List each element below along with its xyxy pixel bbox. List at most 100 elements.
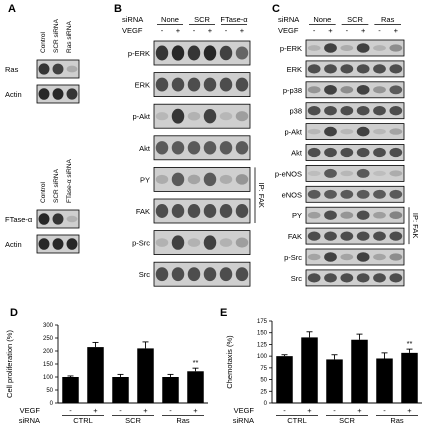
panel_b-group-label: SCR [194, 15, 210, 24]
panel_c-blot-row [305, 185, 405, 203]
panel_b-blot-row [153, 72, 251, 97]
panel-a-top-blot-row-band [66, 65, 78, 73]
y-tick-label: 100 [43, 375, 54, 381]
panel_c-blot-row-band [307, 170, 321, 176]
group-label: SCR [125, 416, 141, 425]
panel_c-blot-row-band [356, 273, 370, 283]
panel-a-blots: Control SCR siRNA Ras siRNA Ras Actin Control… [5, 18, 80, 254]
panel_c-blot-row-band [373, 211, 386, 219]
panel_c-blot-row-band [324, 147, 337, 158]
y-tick-label: 250 [43, 336, 54, 342]
y-tick-label: 50 [260, 378, 267, 384]
chart-d-proliferation: 0 50 100 150 200 250 300 Cell proliferation (%)… [5, 323, 208, 425]
vegf-row-label: VEGF [234, 406, 255, 415]
panel_c-blot-row-band [356, 189, 370, 199]
panel_b-row-label: p-Src [132, 239, 150, 248]
panel_c-blot-row-band [389, 44, 403, 52]
y-tick-label: 125 [257, 342, 268, 348]
bar [162, 377, 179, 403]
panel_b-blot-row-band [219, 45, 233, 61]
panel_c-blot-row-band [373, 64, 386, 74]
panel_b-row-label: p-Akt [132, 112, 150, 121]
panel_b-blot-row-band [235, 46, 249, 60]
panel_c-blot-row-band [373, 147, 386, 158]
panel_c-blot-row [305, 123, 405, 140]
panel_b-blot-row-band [235, 174, 249, 185]
panel_c-blot-row-band [307, 253, 321, 261]
panel_c-vegf-sign: - [346, 26, 349, 35]
y-tick-label: 150 [257, 331, 268, 337]
panel-a-bottom-column-label: SCR siRNA [53, 168, 60, 203]
panel_b-blot-row-band [187, 45, 201, 61]
bar [326, 359, 343, 403]
panel_c-row-label: p-Src [284, 253, 302, 262]
panel_b-blot-row-band [235, 267, 249, 282]
panel_c-blot-row [305, 39, 405, 57]
chart-e-chemotaxis: 0 25 50 75 100 125 150 175 Chemotaxis (%) - + - + - + *… [225, 319, 422, 425]
panel_c-blot-row-band [324, 64, 337, 74]
panel_c-blot-row-band [389, 253, 403, 261]
panel_b-blot-row-band [171, 235, 185, 250]
panel_c-blot-row-band [356, 126, 370, 137]
y-axis-label: Cell proliferation (%) [5, 330, 14, 398]
panel_b-blot-row-band [219, 174, 233, 184]
panel_c-row-label: p-p38 [283, 86, 302, 95]
panel_c-blot-row-band [307, 211, 321, 219]
panel_b-vegf-sign: - [225, 26, 228, 35]
bar [87, 347, 104, 403]
panel_c-group-label: None [313, 15, 331, 24]
panel_c-blot-row-band [373, 231, 386, 241]
vegf-sign: - [169, 406, 172, 415]
bar [351, 339, 368, 403]
vegf-sign: - [333, 406, 336, 415]
panel_b-blot-row-band [235, 237, 249, 248]
panel-letter-c: C [272, 3, 280, 15]
panel_c-row-label: ERK [287, 65, 302, 74]
panel_c-row-label: p-Akt [284, 128, 302, 137]
panel_b-blot-row-band [187, 238, 201, 247]
panel-letter-b: B [114, 3, 122, 15]
y-tick-label: 0 [264, 401, 268, 407]
panel_c-blot-row-band [324, 273, 337, 283]
panel_b-vegf-label: VEGF [122, 26, 143, 35]
panel_c-blot-row-band [356, 231, 370, 241]
panel-letter-a: A [8, 3, 16, 15]
y-tick-label: 25 [260, 389, 267, 395]
panel_c-blot-row-band [373, 86, 386, 94]
panel_b-vegf-sign: + [208, 26, 213, 35]
panel_c-blot-row-band [373, 273, 386, 283]
panel_b-row-label: Src [139, 270, 151, 279]
panel_c-sirna-label: siRNA [278, 15, 299, 24]
panel_b-blot-row-band [171, 204, 185, 218]
panel-b-blots: siRNA VEGF None SCR FTase-α - + - + - + p-ERK ERK p-A… [122, 15, 266, 287]
panel_c-blot-row-band [324, 189, 337, 199]
panel_c-blot-row-band [373, 106, 386, 116]
panel_b-blot-row-band [235, 141, 249, 155]
panel-a-top-blot-row-band [38, 88, 50, 100]
panel_c-row-label: eNOS [282, 190, 302, 199]
group-label: Ras [176, 416, 190, 425]
panel_c-blot-row [305, 81, 405, 99]
panel-a-bottom-blot-row-band [52, 213, 64, 225]
panel_c-blot-row-band [340, 273, 354, 283]
panel_c-blot-row-band [389, 147, 403, 158]
y-tick-label: 175 [257, 319, 268, 325]
panel_c-blot-row-band [373, 189, 386, 199]
vegf-row-label: VEGF [20, 406, 41, 415]
panel_c-blot-row-band [356, 168, 370, 178]
panel-a-bottom-blot-row-band [66, 238, 78, 250]
panel_c-blot-row-band [340, 106, 354, 116]
panel_c-blot-row-band [340, 253, 354, 261]
panel_c-blot-row-band [324, 231, 337, 241]
y-tick-label: 75 [260, 366, 267, 372]
panel_b-blot-row-band [155, 267, 169, 282]
bar [376, 358, 393, 403]
panel_b-blot-row-band [235, 77, 249, 92]
panel_c-blot-row-band [356, 106, 370, 116]
panel_c-blot-row-band [389, 170, 403, 177]
panel-a-bottom-column-label: Control [40, 181, 47, 203]
panel_c-blot-row-band [324, 210, 337, 220]
panel_c-blot-row [305, 144, 405, 161]
